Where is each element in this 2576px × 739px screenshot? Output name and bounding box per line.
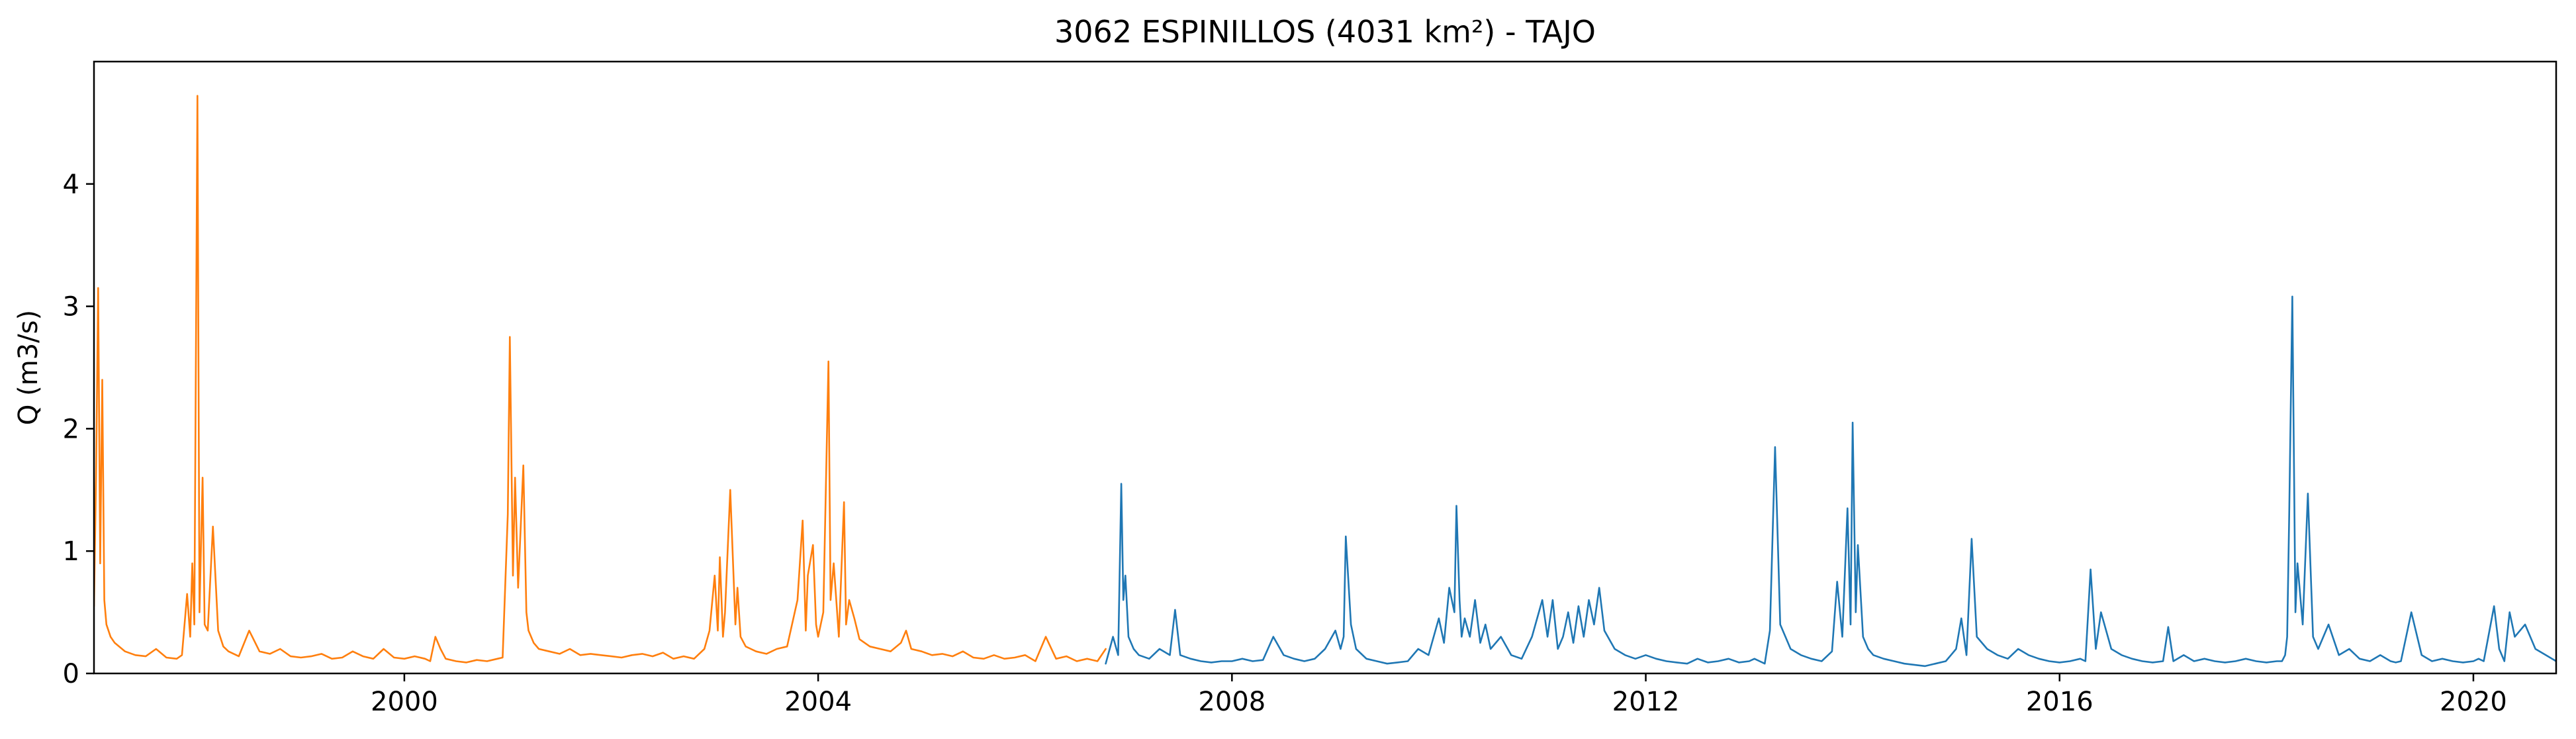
chart-title: 3062 ESPINILLOS (4031 km²) - TAJO <box>1054 14 1596 50</box>
x-tick-label-2020: 2020 <box>2440 687 2507 717</box>
series-layer <box>94 95 2556 667</box>
y-tick-label-1: 1 <box>63 536 79 567</box>
y-axis-label: Q (m3/s) <box>13 310 44 425</box>
y-tick-label-3: 3 <box>63 292 79 322</box>
axes-frame <box>93 60 2557 675</box>
y-tick-label-2: 2 <box>63 414 79 444</box>
series-line-2 <box>1105 295 2556 667</box>
y-tick-label-0: 0 <box>63 659 79 689</box>
x-tick-label-2008: 2008 <box>1198 687 1265 717</box>
x-tick-label-2004: 2004 <box>784 687 852 717</box>
x-tick-label-2016: 2016 <box>2026 687 2093 717</box>
series-line-1 <box>94 95 1107 664</box>
x-tick-label-2000: 2000 <box>371 687 438 717</box>
x-tick-label-2012: 2012 <box>1612 687 1680 717</box>
tick-layer: 2000 2004 2008 2012 2016 2020 0 1 2 3 4 <box>63 170 2507 717</box>
y-tick-label-4: 4 <box>63 170 79 200</box>
